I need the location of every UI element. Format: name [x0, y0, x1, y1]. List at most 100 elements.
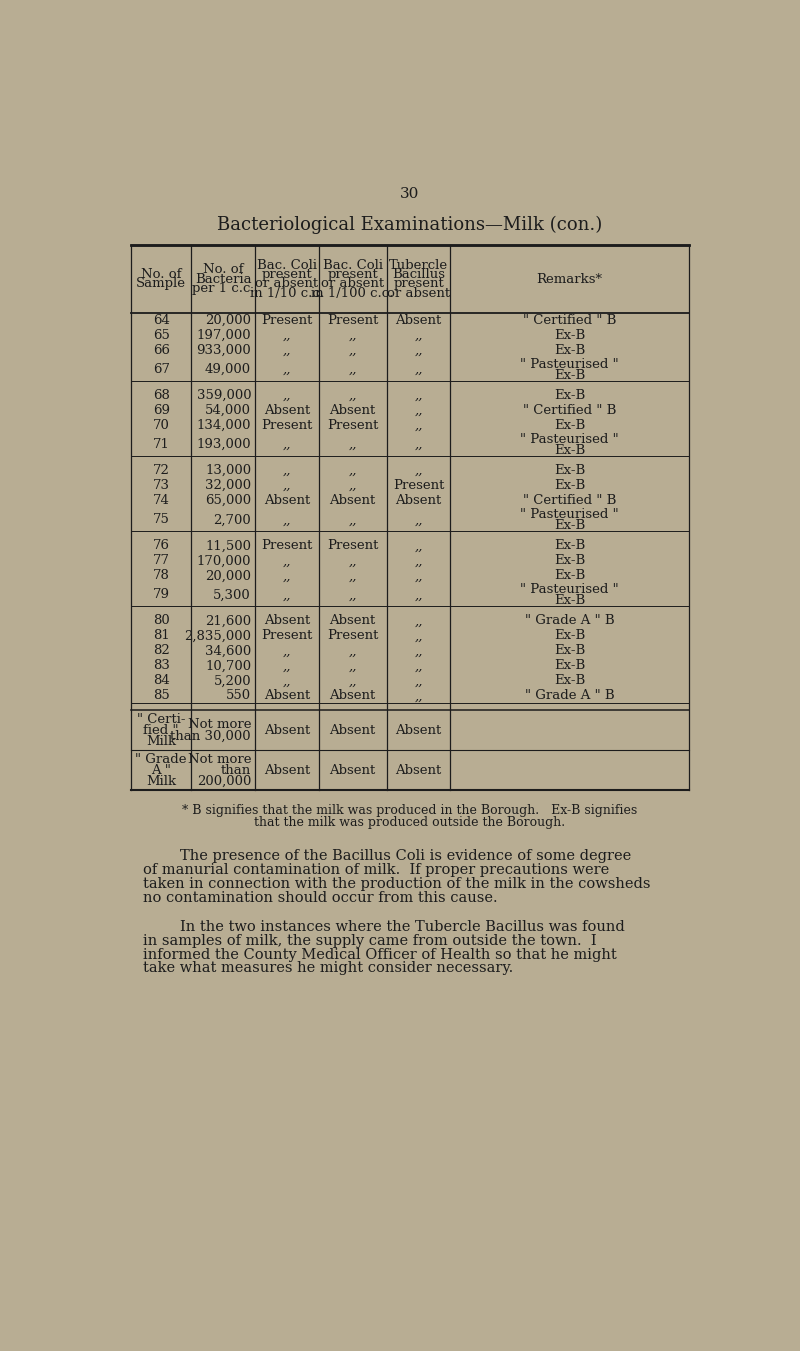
Text: Absent: Absent — [330, 763, 376, 777]
Text: Absent: Absent — [330, 689, 376, 703]
Text: 32,000: 32,000 — [205, 480, 251, 492]
Text: Bacteria: Bacteria — [195, 273, 251, 285]
Text: Sample: Sample — [136, 277, 186, 290]
Text: Present: Present — [261, 419, 313, 432]
Text: Ex-B: Ex-B — [554, 443, 586, 457]
Text: Ex-B: Ex-B — [554, 330, 586, 342]
Text: ,,: ,, — [414, 438, 422, 451]
Text: Absent: Absent — [395, 763, 442, 777]
Text: that the milk was produced outside the Borough.: that the milk was produced outside the B… — [254, 816, 566, 830]
Text: " Certified " B: " Certified " B — [523, 313, 616, 327]
Text: Absent: Absent — [330, 724, 376, 736]
Text: ,,: ,, — [282, 644, 291, 658]
Text: 34,600: 34,600 — [205, 644, 251, 658]
Text: ,,: ,, — [414, 419, 422, 432]
Text: 85: 85 — [153, 689, 170, 703]
Text: Ex-B: Ex-B — [554, 593, 586, 607]
Text: * B signifies that the milk was produced in the Borough.   Ex-B signifies: * B signifies that the milk was produced… — [182, 804, 638, 817]
Text: Ex-B: Ex-B — [554, 519, 586, 532]
Text: 71: 71 — [153, 438, 170, 451]
Text: ,,: ,, — [414, 330, 422, 342]
Text: ,,: ,, — [282, 588, 291, 601]
Text: 84: 84 — [153, 674, 170, 688]
Text: 75: 75 — [153, 513, 170, 527]
Text: no contamination should occur from this cause.: no contamination should occur from this … — [142, 890, 498, 905]
Text: ,,: ,, — [282, 480, 291, 492]
Text: per 1 c.c.: per 1 c.c. — [192, 282, 254, 295]
Text: ,,: ,, — [414, 389, 422, 403]
Text: Present: Present — [261, 630, 313, 642]
Text: " Certified " B: " Certified " B — [523, 404, 616, 417]
Text: Absent: Absent — [330, 494, 376, 507]
Text: ,,: ,, — [414, 644, 422, 658]
Text: 359,000: 359,000 — [197, 389, 251, 403]
Text: ,,: ,, — [349, 330, 357, 342]
Text: 72: 72 — [153, 465, 170, 477]
Text: Ex-B: Ex-B — [554, 630, 586, 642]
Text: 78: 78 — [153, 569, 170, 582]
Text: 74: 74 — [153, 494, 170, 507]
Text: than 30,000: than 30,000 — [170, 730, 251, 742]
Text: 64: 64 — [153, 313, 170, 327]
Text: ,,: ,, — [282, 513, 291, 527]
Text: or absent: or absent — [255, 277, 318, 290]
Text: 933,000: 933,000 — [196, 345, 251, 357]
Text: 65: 65 — [153, 330, 170, 342]
Text: ,,: ,, — [414, 630, 422, 642]
Text: Present: Present — [327, 539, 378, 553]
Text: Ex-B: Ex-B — [554, 539, 586, 553]
Text: Not more: Not more — [188, 719, 251, 731]
Text: in samples of milk, the supply came from outside the town.  I: in samples of milk, the supply came from… — [142, 934, 596, 947]
Text: Present: Present — [261, 539, 313, 553]
Text: 49,000: 49,000 — [205, 363, 251, 376]
Text: ,,: ,, — [414, 588, 422, 601]
Text: taken in connection with the production of the milk in the cowsheds: taken in connection with the production … — [142, 877, 650, 890]
Text: Milk: Milk — [146, 774, 176, 788]
Text: 68: 68 — [153, 389, 170, 403]
Text: 66: 66 — [153, 345, 170, 357]
Text: ,,: ,, — [414, 465, 422, 477]
Text: 200,000: 200,000 — [197, 774, 251, 788]
Text: " Grade: " Grade — [135, 753, 187, 766]
Text: Present: Present — [327, 313, 378, 327]
Text: take what measures he might consider necessary.: take what measures he might consider nec… — [142, 962, 513, 975]
Text: ,,: ,, — [414, 689, 422, 703]
Text: ,,: ,, — [349, 569, 357, 582]
Text: ,,: ,, — [282, 569, 291, 582]
Text: Absent: Absent — [395, 724, 442, 736]
Text: 2,700: 2,700 — [214, 513, 251, 527]
Text: than: than — [221, 763, 251, 777]
Text: 80: 80 — [153, 615, 170, 627]
Text: ,,: ,, — [349, 674, 357, 688]
Text: in 1/100 c.c.: in 1/100 c.c. — [311, 286, 394, 300]
Text: " Grade A " B: " Grade A " B — [525, 689, 614, 703]
Text: Absent: Absent — [264, 724, 310, 736]
Text: 20,000: 20,000 — [205, 313, 251, 327]
Text: 11,500: 11,500 — [205, 539, 251, 553]
Text: Present: Present — [393, 480, 444, 492]
Text: ,,: ,, — [282, 438, 291, 451]
Text: in 1/10 c.c.: in 1/10 c.c. — [250, 286, 324, 300]
Text: present: present — [393, 277, 444, 290]
Text: Absent: Absent — [264, 404, 310, 417]
Text: 82: 82 — [153, 644, 170, 658]
Text: 65,000: 65,000 — [205, 494, 251, 507]
Text: present: present — [327, 267, 378, 281]
Text: 20,000: 20,000 — [205, 569, 251, 582]
Text: 197,000: 197,000 — [197, 330, 251, 342]
Text: Ex-B: Ex-B — [554, 389, 586, 403]
Text: Absent: Absent — [330, 615, 376, 627]
Text: ,,: ,, — [349, 513, 357, 527]
Text: ,,: ,, — [349, 465, 357, 477]
Text: ,,: ,, — [282, 363, 291, 376]
Text: Present: Present — [327, 419, 378, 432]
Text: ,,: ,, — [349, 644, 357, 658]
Text: 5,200: 5,200 — [214, 674, 251, 688]
Text: ,,: ,, — [349, 480, 357, 492]
Text: ,,: ,, — [349, 659, 357, 673]
Text: ,,: ,, — [349, 554, 357, 567]
Text: 2,835,000: 2,835,000 — [184, 630, 251, 642]
Text: Present: Present — [261, 313, 313, 327]
Text: ,,: ,, — [349, 438, 357, 451]
Text: of manurial contamination of milk.  If proper precautions were: of manurial contamination of milk. If pr… — [142, 863, 609, 877]
